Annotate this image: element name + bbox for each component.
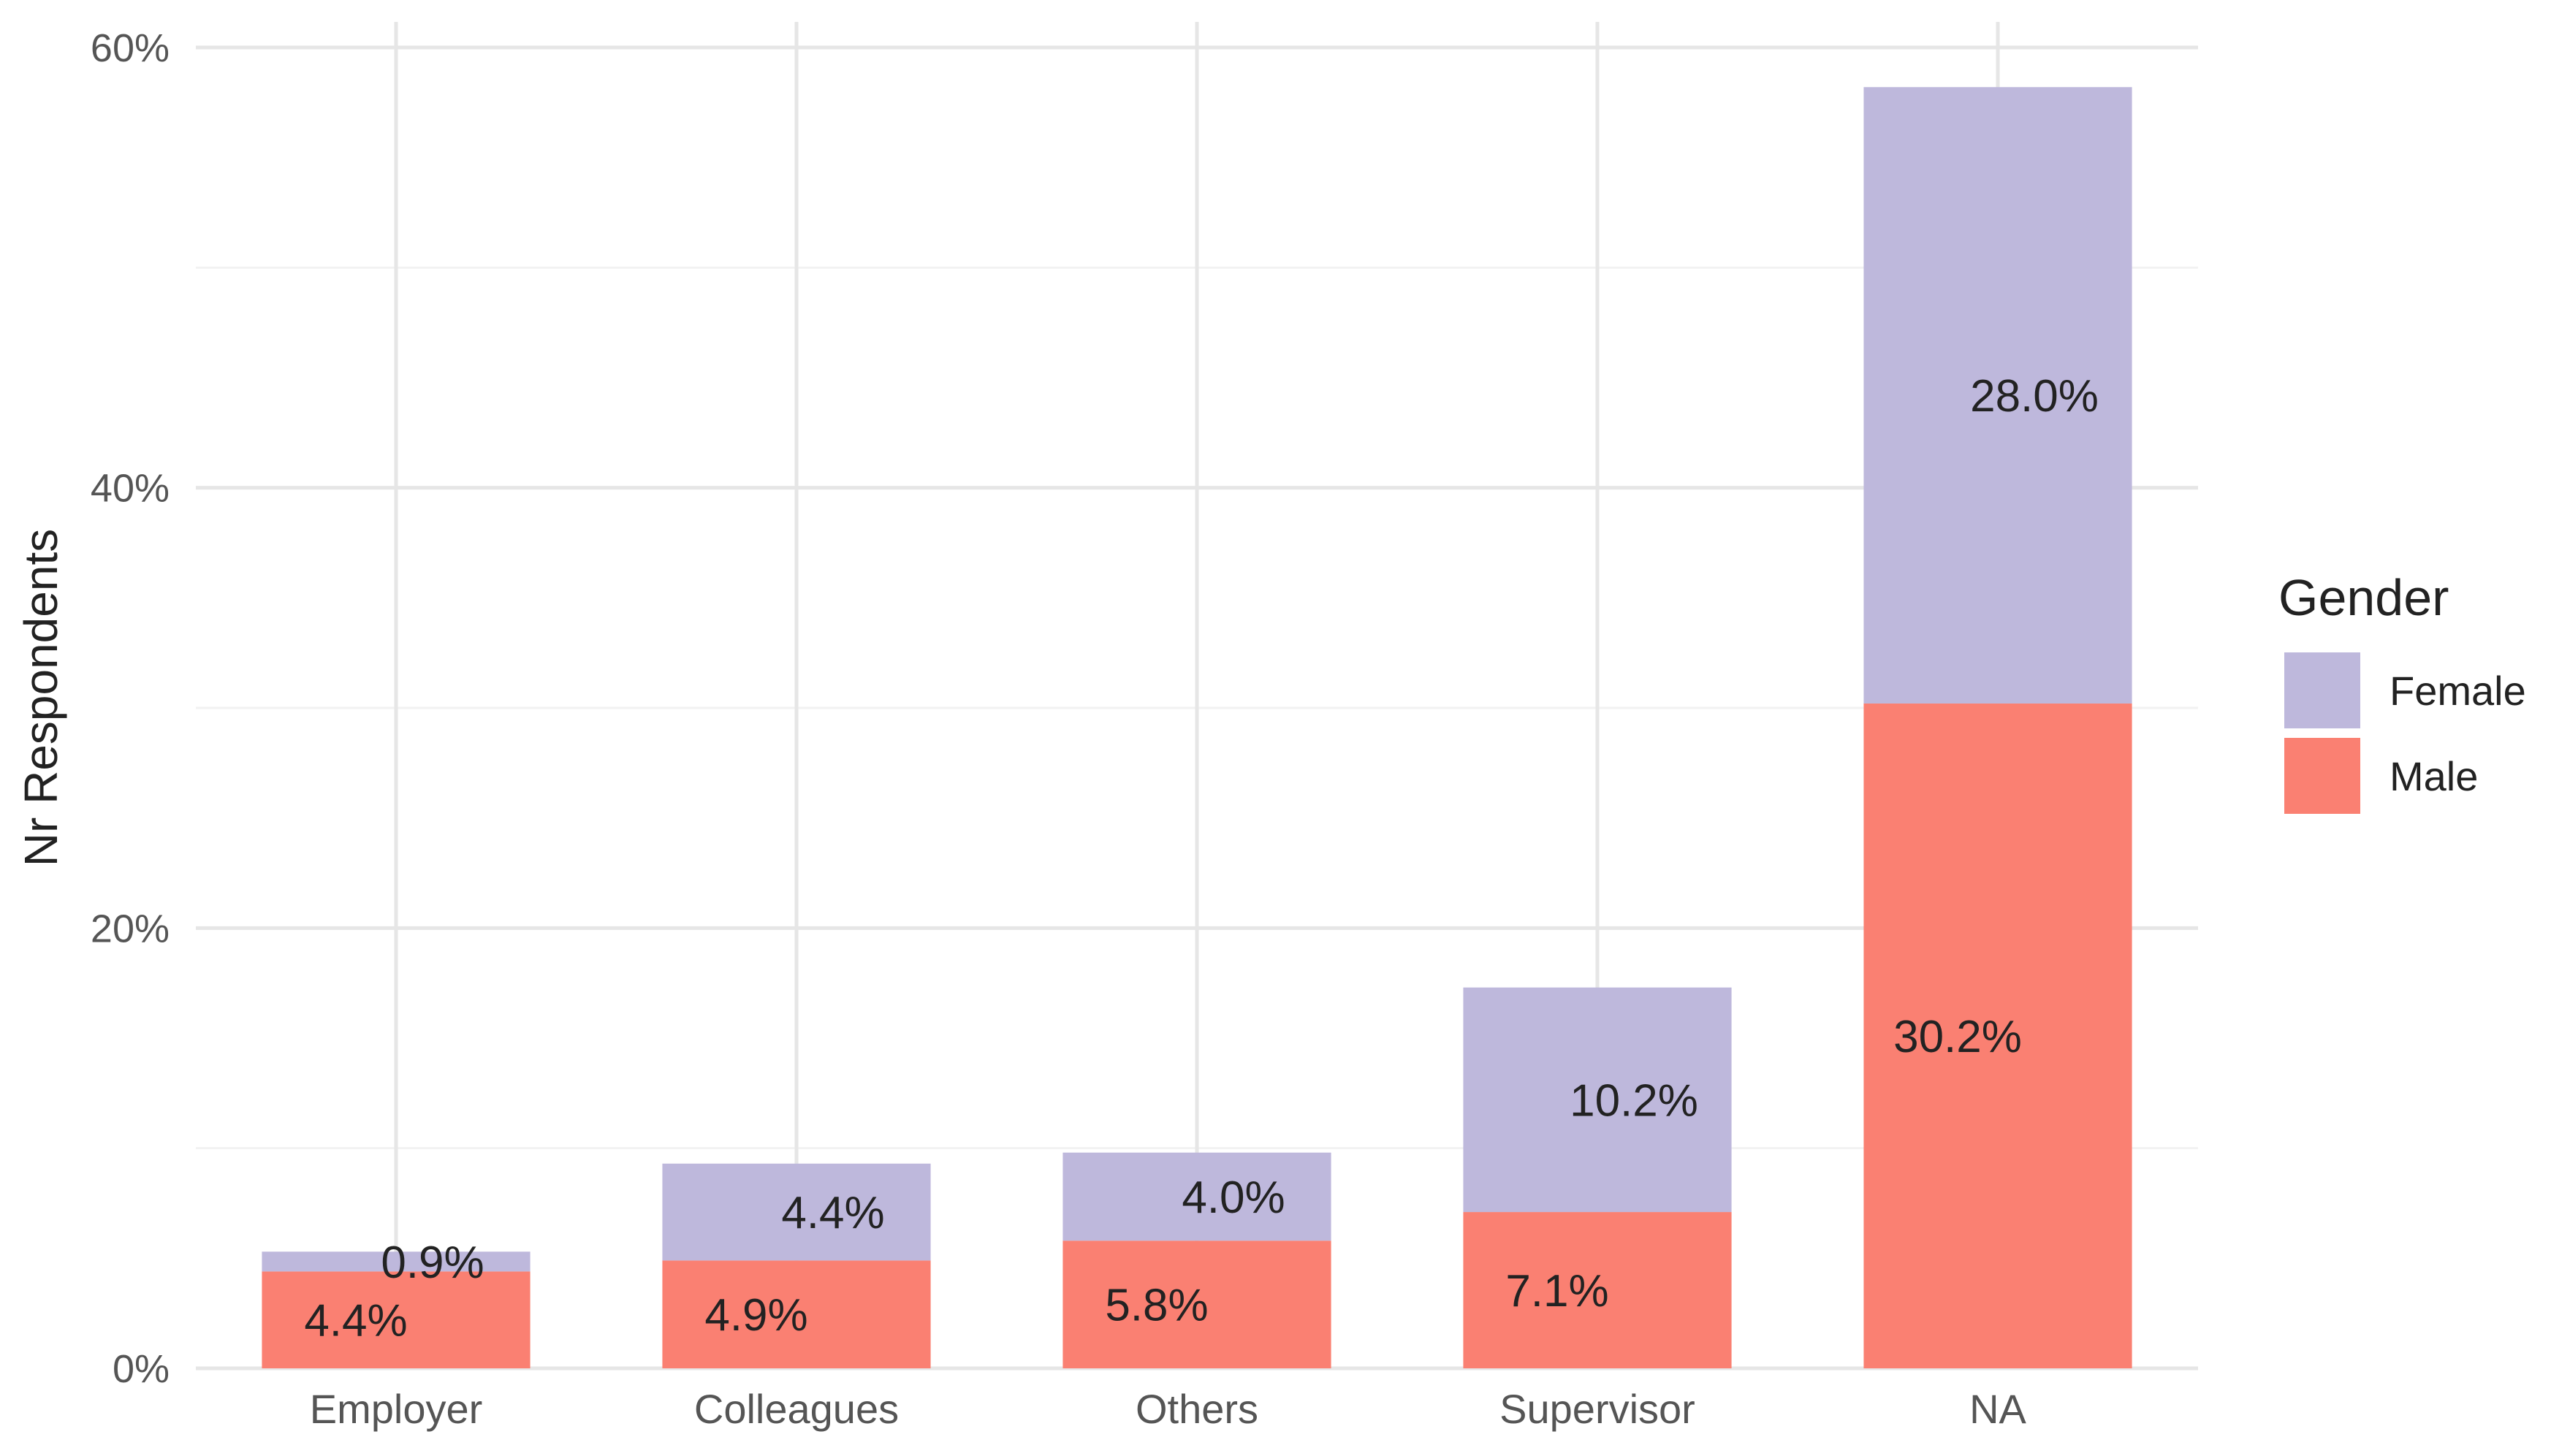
legend-swatch-female: [2284, 652, 2360, 728]
y-tick-label: 20%: [91, 907, 170, 950]
legend-label-male: Male: [2390, 753, 2478, 799]
bar-female-supervisor: [1463, 987, 1732, 1213]
bar-male-colleagues: [662, 1260, 931, 1368]
bar-layer: [262, 87, 2132, 1368]
axis-layer: 0% 20% 40% 60% Employer Colleagues Others Super…: [91, 26, 2027, 1432]
data-label-male-colleagues: 4.9%: [704, 1290, 807, 1341]
data-label-female-colleagues: 4.4%: [781, 1188, 884, 1238]
data-label-layer: 4.4% 0.9% 4.9% 4.4% 5.8% 4.0% 7.1% 10.2% 30.2% 28…: [304, 371, 2099, 1346]
data-label-male-others: 5.8%: [1105, 1281, 1208, 1331]
x-tick-label-na: NA: [1969, 1386, 2026, 1432]
x-tick-label-supervisor: Supervisor: [1499, 1386, 1695, 1432]
data-label-male-employer: 4.4%: [304, 1296, 407, 1346]
legend-label-female: Female: [2390, 668, 2526, 714]
bar-male-na: [1863, 703, 2132, 1368]
data-label-female-others: 4.0%: [1182, 1173, 1285, 1223]
data-label-male-na: 30.2%: [1893, 1012, 2022, 1062]
data-label-female-supervisor: 10.2%: [1570, 1075, 1698, 1126]
bar-female-na: [1863, 87, 2132, 704]
y-tick-label: 40%: [91, 467, 170, 511]
bar-male-others: [1062, 1240, 1331, 1368]
x-tick-label-others: Others: [1136, 1386, 1258, 1432]
bar-female-colleagues: [662, 1163, 931, 1261]
x-tick-label-employer: Employer: [310, 1386, 483, 1432]
data-label-male-supervisor: 7.1%: [1505, 1266, 1608, 1316]
bar-female-employer: [262, 1251, 531, 1272]
data-label-female-employer: 0.9%: [381, 1238, 484, 1288]
data-label-female-na: 28.0%: [1970, 371, 2099, 422]
legend-swatch-male: [2284, 738, 2360, 814]
y-tick-label: 60%: [91, 26, 170, 70]
legend: Gender Female Male: [2278, 569, 2526, 814]
y-axis-title: Nr Respondents: [15, 529, 67, 866]
y-tick-label: 0%: [113, 1347, 170, 1391]
legend-items: Female Male: [2284, 652, 2526, 814]
bar-male-supervisor: [1463, 1212, 1732, 1368]
bar-female-others: [1062, 1152, 1331, 1241]
x-tick-label-colleagues: Colleagues: [694, 1386, 899, 1432]
legend-title: Gender: [2278, 569, 2449, 626]
bar-male-employer: [262, 1271, 531, 1368]
